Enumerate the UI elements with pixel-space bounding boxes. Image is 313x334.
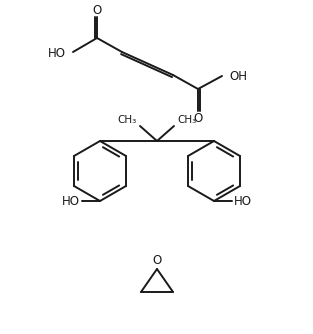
Text: HO: HO [62, 194, 80, 207]
Text: O: O [92, 3, 102, 16]
Text: CH₃: CH₃ [177, 115, 196, 125]
Text: O: O [152, 255, 162, 268]
Text: HO: HO [234, 194, 252, 207]
Text: HO: HO [48, 46, 66, 59]
Text: O: O [193, 112, 203, 125]
Text: OH: OH [229, 69, 247, 82]
Text: CH₃: CH₃ [118, 115, 137, 125]
